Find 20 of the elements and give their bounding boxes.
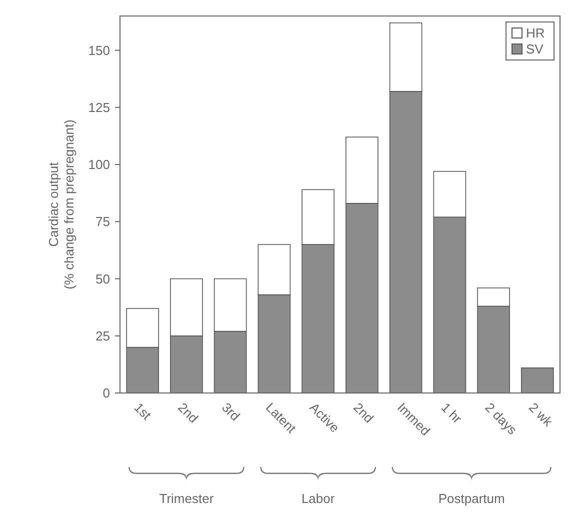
legend-label: HR [526,26,545,41]
y-tick-label: 0 [102,386,110,401]
y-tick-label: 50 [96,271,110,286]
x-tick-label: 3rd [218,400,243,424]
x-tick-label: 2nd [175,400,202,426]
text: Labor [301,491,336,506]
bar [520,367,554,394]
x-tick-label: 2nd [350,400,377,426]
text: Postpartum [438,491,505,506]
y-tick-label: 75 [96,214,110,230]
y-axis-title: Cardiac output (% change from prepregnant) [46,120,77,290]
y-tick-label: 150 [88,42,110,58]
x-tick-label: 2 wk [526,400,556,430]
legend-label: SV [526,42,544,57]
y-tick-label: 100 [88,157,110,172]
y-tick-label: 125 [88,100,110,115]
x-tick-label: 1st [131,400,154,423]
x-tick-label: 1 hr [438,400,466,427]
y-tick-label: 25 [96,328,110,344]
text: Trimester [159,491,214,506]
